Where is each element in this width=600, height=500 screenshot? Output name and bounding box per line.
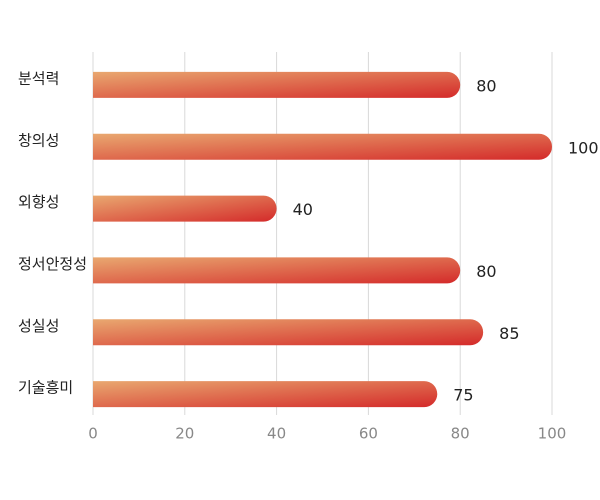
- y-tick-label: 성실성: [18, 317, 59, 335]
- value-label: 85: [499, 324, 519, 343]
- value-label: 40: [293, 200, 313, 219]
- y-tick-label: 외향성: [18, 193, 59, 211]
- y-tick-label: 기술흥미: [18, 379, 73, 397]
- y-tick-label: 분석력: [18, 69, 59, 87]
- bar: [93, 71, 461, 98]
- bar: [93, 195, 277, 222]
- value-label: 100: [568, 138, 599, 157]
- bar: [93, 257, 461, 284]
- x-tick-label: 60: [359, 425, 378, 443]
- value-label: 75: [453, 386, 473, 405]
- x-tick-label: 100: [538, 425, 567, 443]
- x-tick-label: 40: [267, 425, 286, 443]
- y-tick-label: 정서안정성: [18, 255, 87, 273]
- bar: [93, 133, 552, 160]
- x-tick-label: 20: [175, 425, 194, 443]
- bar: [93, 381, 438, 408]
- value-label: 80: [476, 262, 496, 281]
- y-tick-label: 창의성: [18, 131, 59, 149]
- bar: [93, 319, 484, 346]
- x-tick-label: 80: [451, 425, 470, 443]
- x-tick-label: 0: [88, 425, 98, 443]
- value-label: 80: [476, 76, 496, 95]
